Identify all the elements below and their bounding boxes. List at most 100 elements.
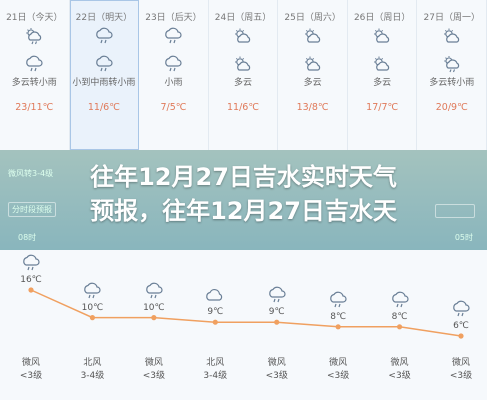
hour-temperature: 8℃ (330, 311, 347, 322)
hour-icon-wrap (1, 254, 61, 272)
day-date: 27日（周一） (423, 13, 480, 23)
day-column[interactable]: 21日（今天） 多云转小雨 23/11℃ (0, 0, 70, 150)
hour-temperature: 16℃ (20, 275, 42, 285)
hour-icon-wrap (185, 286, 245, 304)
wind-direction: 微风 (21, 358, 40, 368)
wind-direction: 微风 (267, 358, 286, 368)
wind-level: <3级 (388, 371, 411, 381)
rain-icon (391, 291, 409, 307)
temperature-point (151, 315, 157, 321)
hour-wind: 微风 <3级 (308, 357, 368, 383)
day-temperature: 20/9℃ (435, 102, 468, 113)
partly-cloudy-icon (235, 28, 251, 43)
wind-direction: 北风 (206, 358, 225, 368)
hour-wind: 微风 <3级 (431, 357, 487, 383)
partly-cloudy-icon (374, 56, 390, 71)
headline-line-2: 预报，往年12月27日吉水天 (90, 197, 397, 225)
title-banner: 微风转3-4级 分时段预报 08时 05时 (0, 150, 487, 250)
rain-icon (84, 282, 101, 298)
wind-level: 3-4级 (80, 371, 105, 381)
temperature-point (335, 324, 341, 330)
day-condition: 小到中雨转小雨 (72, 78, 136, 88)
day-temperature: 11/6℃ (227, 102, 260, 113)
wind-direction: 微风 (451, 358, 470, 368)
temperature-point (274, 319, 280, 325)
day-condition: 多云 (303, 78, 322, 88)
headline-line-1: 往年12月27日吉水实时天气 (90, 163, 397, 191)
hour-temperature: 9℃ (268, 307, 285, 318)
day-column[interactable]: 22日（明天） 小到中雨转小雨 11/6℃ (69, 0, 140, 150)
rain-icon (96, 27, 113, 44)
hour-icon-wrap (62, 282, 122, 300)
day-date: 21日（今天） (6, 13, 63, 23)
day-temperature: 13/8℃ (296, 102, 329, 113)
day-column[interactable]: 25日（周六） 多云 13/8℃ (278, 0, 348, 150)
rain-icon (165, 27, 182, 44)
day-column[interactable]: 23日（后天） 小雨 7/5℃ (139, 0, 209, 150)
hour-wind: 微风 <3级 (370, 357, 430, 383)
hour-wind: 微风 <3级 (1, 357, 61, 383)
partly-cloudy-rain-icon (26, 28, 42, 45)
faint-time-end: 05时 (454, 233, 473, 242)
hour-wind: 北风 3-4级 (185, 357, 245, 383)
wind-direction: 微风 (144, 358, 163, 368)
day-condition: 小雨 (164, 78, 183, 88)
temperature-point (396, 324, 403, 330)
temperature-point (458, 333, 464, 339)
day-column[interactable]: 27日（周一） 多云转小雨 20/9℃ (417, 0, 487, 150)
partly-cloudy-icon (374, 28, 390, 43)
rain-icon (330, 291, 347, 307)
rain-icon (146, 282, 163, 298)
hourly-forecast: 16℃ 微风 <3级 10℃ 北风 3-4级 10℃ 微风 <3级 9℃ 北风 3-4级 9℃ 微风 <3级… (0, 250, 487, 400)
page-headline: 往年12月27日吉水实时天气 预报，往年12月27日吉水天 (0, 160, 487, 228)
wind-direction: 北风 (83, 358, 102, 368)
wind-level: <3级 (19, 371, 43, 381)
day-condition: 多云 (234, 78, 253, 88)
day-condition: 多云转小雨 (11, 78, 57, 88)
rain-icon (165, 55, 182, 72)
hour-temperature: 6℃ (453, 321, 469, 331)
day-temperature: 11/6℃ (87, 102, 120, 113)
faint-time-start: 08时 (18, 233, 37, 242)
hour-temperature: 9℃ (207, 307, 224, 318)
rain-icon (96, 55, 113, 72)
hour-wind: 微风 <3级 (124, 357, 184, 383)
temperature-line-chart (28, 287, 464, 339)
hour-temperature: 10℃ (81, 302, 104, 313)
wind-level: <3级 (327, 371, 350, 381)
day-temperature: 7/5℃ (160, 102, 187, 113)
hour-icon-wrap (308, 291, 368, 309)
day-date: 26日（周日） (353, 13, 411, 23)
hour-temperature: 8℃ (391, 311, 408, 322)
cloudy-icon (206, 289, 223, 301)
rain-icon (23, 254, 40, 271)
wind-level: <3级 (265, 371, 288, 381)
day-temperature: 23/11℃ (15, 102, 54, 113)
wind-direction: 微风 (390, 358, 409, 368)
rain-icon (268, 286, 286, 303)
partly-cloudy-icon (304, 28, 320, 43)
day-date: 24日（周五） (214, 13, 272, 23)
wind-level: <3级 (142, 371, 165, 381)
day-date: 23日（后天） (145, 13, 202, 23)
temperature-line (30, 289, 462, 337)
wind-level: <3级 (449, 371, 473, 381)
temperature-point (89, 315, 96, 321)
hour-wind: 北风 3-4级 (62, 357, 122, 383)
day-column[interactable]: 24日（周五） 多云 11/6℃ (209, 0, 279, 150)
partly-cloudy-rain-icon (443, 56, 459, 73)
wind-direction: 微风 (329, 358, 348, 368)
temperature-point (28, 287, 34, 293)
partly-cloudy-icon (304, 56, 320, 71)
daily-forecast: 21日（今天） 多云转小雨 23/11℃ 22日（明天） 小到中雨转小雨 11/6℃ 23日… (0, 0, 487, 150)
hour-icon-wrap (124, 282, 184, 300)
rain-icon (453, 300, 470, 317)
temperature-point (212, 319, 218, 325)
wind-level: 3-4级 (203, 371, 228, 381)
rain-icon (26, 55, 43, 72)
faint-button (435, 204, 475, 218)
hour-icon-wrap (247, 286, 307, 304)
day-column[interactable]: 26日（周日） 多云 17/7℃ (348, 0, 418, 150)
hour-icon-wrap (370, 291, 430, 309)
hourly-forecast-tab[interactable]: 分时段预报 (8, 202, 56, 217)
